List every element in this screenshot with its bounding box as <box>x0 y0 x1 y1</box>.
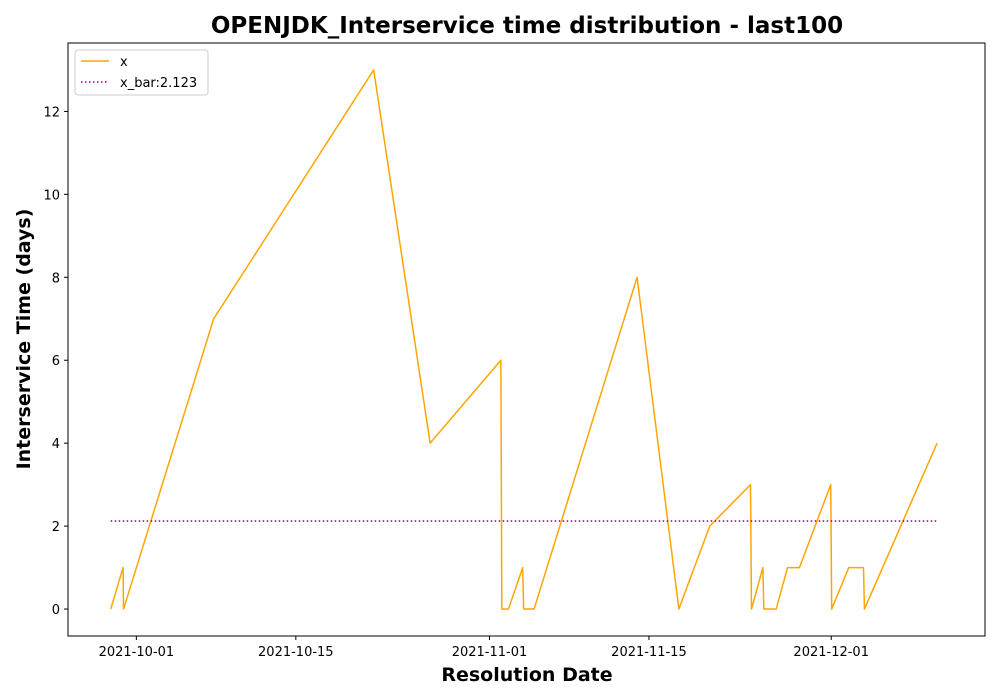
y-tick-label: 6 <box>52 354 60 369</box>
x-tick-label: 2021-10-15 <box>258 645 334 660</box>
legend: x x_bar:2.123 <box>74 49 209 96</box>
x-axis-label: Resolution Date <box>441 664 612 686</box>
plot-background <box>68 43 985 636</box>
x-tick-label: 2021-12-01 <box>793 645 869 660</box>
x-axis: 2021-10-01 2021-10-15 2021-11-01 2021-11-15… <box>99 636 869 660</box>
y-tick-label: 2 <box>52 520 60 535</box>
y-axis-label: Interservice Time (days) <box>13 209 35 470</box>
plot-frame <box>67 42 986 637</box>
series-line-x <box>110 69 938 610</box>
chart-title: OPENJDK_Interservice time distribution -… <box>211 13 843 39</box>
y-tick-label: 8 <box>52 271 60 286</box>
series-layer <box>110 69 938 610</box>
x-tick-label: 2021-11-15 <box>611 645 687 660</box>
y-tick-label: 10 <box>43 188 60 203</box>
plot-area <box>67 42 986 637</box>
legend-label-x: x <box>120 55 128 70</box>
y-axis: 0 2 4 6 8 10 12 <box>43 105 68 618</box>
y-tick-label: 12 <box>43 105 60 120</box>
y-tick-label: 0 <box>52 603 60 618</box>
legend-label-x-bar: x_bar:2.123 <box>120 76 197 91</box>
x-tick-label: 2021-11-01 <box>452 645 528 660</box>
y-tick-label: 4 <box>52 437 60 452</box>
x-tick-label: 2021-10-01 <box>99 645 175 660</box>
